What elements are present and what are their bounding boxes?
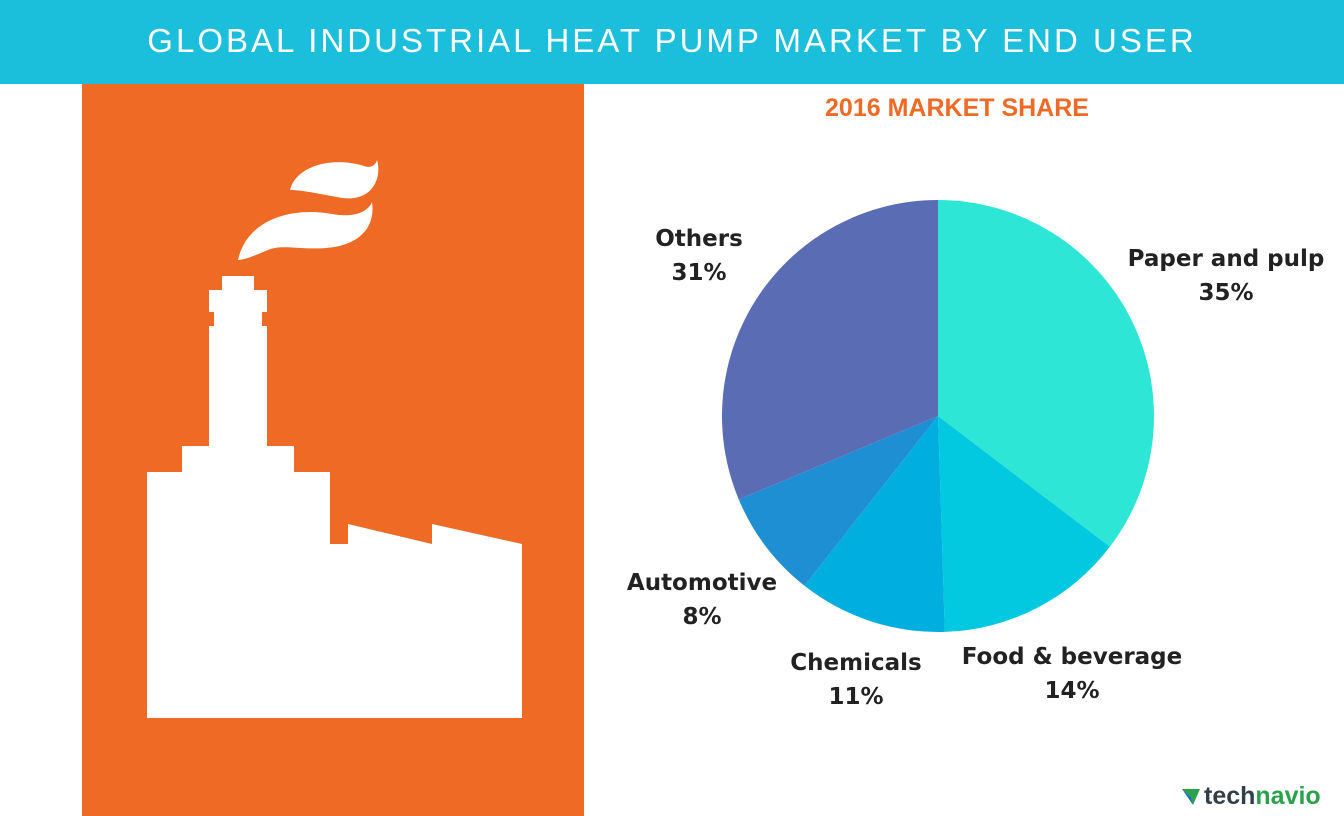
slice-label: Paper and pulp 35% [1128, 242, 1325, 310]
header-banner [0, 0, 1344, 84]
illustration-panel [82, 84, 584, 816]
factory-icon [147, 160, 522, 718]
smoke-plume-lower [238, 202, 373, 260]
chimney-stack [209, 326, 267, 446]
slice-label-name: Food & beverage [961, 644, 1183, 670]
slice-label: Food & beverage 14% [962, 640, 1183, 708]
smoke-plume-upper [290, 160, 379, 199]
slice-label: Chemicals 11% [790, 646, 921, 714]
pie-slice-paper-and-pulp [938, 200, 1154, 547]
pie-slice-food-beverage [938, 416, 1110, 632]
slice-label-name: Others [655, 226, 743, 252]
slice-label-name: Automotive [626, 570, 778, 596]
technavio-logo: tech navio [1180, 780, 1321, 812]
chimney-band [214, 312, 262, 326]
slice-label-name: Chemicals [790, 650, 922, 676]
chimney-cap [222, 276, 254, 290]
slice-label-name: Paper and pulp [1127, 246, 1325, 272]
logo-text-navio: navio [1255, 781, 1321, 810]
page-title: GLOBAL INDUSTRIAL HEAT PUMP MARKET BY EN… [147, 22, 1197, 59]
chart-title: 2016 MARKET SHARE [825, 94, 1089, 122]
pie-slice-others [721, 200, 938, 500]
chimney-collar [209, 290, 267, 312]
pie-slice-automotive [738, 416, 938, 586]
slice-label-value: 31% [671, 260, 727, 286]
factory-building [147, 446, 522, 718]
logo-text-tech: tech [1204, 781, 1256, 810]
pie-slice-chemicals [804, 416, 945, 632]
slice-label: Others 31% [655, 222, 743, 290]
technavio-mark-icon [1182, 789, 1200, 805]
slice-label: Automotive 8% [627, 566, 777, 634]
slice-label-value: 11% [828, 684, 884, 710]
slice-label-value: 35% [1198, 280, 1254, 306]
slice-label-value: 14% [1044, 678, 1100, 704]
slice-label-value: 8% [682, 604, 722, 630]
